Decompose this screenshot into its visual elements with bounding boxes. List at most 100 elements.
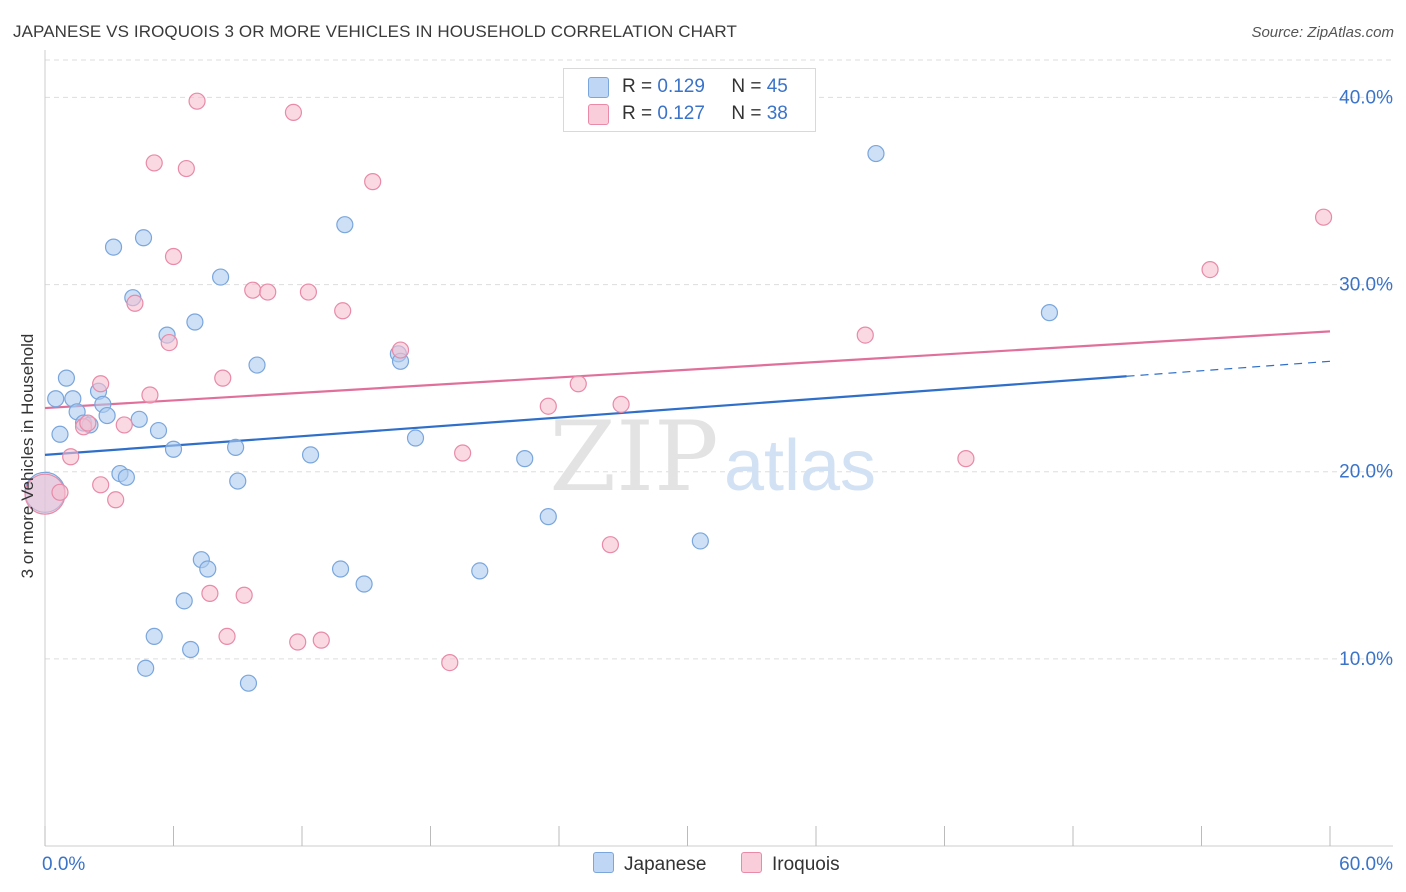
japanese-point bbox=[539, 508, 557, 526]
chart-title: JAPANESE VS IROQUOIS 3 OR MORE VEHICLES … bbox=[13, 22, 737, 41]
watermark-zip: ZIP bbox=[549, 401, 718, 513]
iroquois-r-label: R = bbox=[622, 103, 653, 124]
japanese-point bbox=[149, 421, 168, 440]
iroquois-n-value: 38 bbox=[766, 103, 788, 124]
iroquois-point bbox=[92, 476, 110, 494]
iroquois-point bbox=[299, 283, 318, 301]
japanese-n-label: N = bbox=[731, 76, 762, 97]
legend-item-japanese[interactable]: Japanese bbox=[593, 852, 706, 876]
japanese-point bbox=[175, 592, 193, 610]
iroquois-point bbox=[569, 375, 587, 393]
iroquois-legend-swatch bbox=[741, 852, 762, 873]
watermark: ZIP atlas bbox=[549, 401, 876, 513]
iroquois-n-label: N = bbox=[731, 103, 762, 124]
japanese-point bbox=[199, 560, 217, 578]
japanese-point bbox=[867, 144, 885, 163]
japanese-point bbox=[516, 450, 534, 468]
y-tick-label: 40.0% bbox=[1339, 87, 1393, 108]
japanese-swatch bbox=[588, 77, 609, 98]
iroquois-r-value: 0.127 bbox=[657, 103, 705, 124]
gridlines bbox=[45, 59, 1394, 660]
japanese-point bbox=[130, 410, 148, 428]
iroquois-point bbox=[164, 247, 183, 266]
watermark-atlas: atlas bbox=[724, 426, 876, 506]
iroquois-point bbox=[312, 631, 330, 649]
iroquois-point bbox=[441, 653, 459, 672]
iroquois-swatch bbox=[588, 104, 609, 125]
japanese-legend-label: Japanese bbox=[624, 854, 707, 875]
iroquois-point bbox=[244, 281, 262, 299]
iroquois-point bbox=[188, 92, 206, 110]
trend-lines bbox=[44, 330, 1331, 456]
axes bbox=[44, 50, 1393, 847]
japanese-point bbox=[229, 472, 247, 490]
japanese-point bbox=[51, 425, 69, 443]
iroquois-point bbox=[957, 450, 975, 468]
iroquois-point bbox=[177, 159, 195, 178]
iroquois-point bbox=[334, 302, 352, 320]
iroquois-point bbox=[259, 283, 277, 301]
japanese-point bbox=[182, 640, 200, 659]
japanese-point bbox=[57, 369, 76, 387]
iroquois-point bbox=[539, 397, 557, 415]
iroquois-point bbox=[201, 584, 219, 602]
japanese-point bbox=[212, 268, 230, 286]
iroquois-point bbox=[79, 414, 97, 432]
japanese-point bbox=[355, 575, 373, 593]
japanese-point bbox=[186, 313, 204, 331]
legend-item-iroquois[interactable]: Iroquois bbox=[741, 852, 840, 876]
japanese-point bbox=[406, 429, 425, 447]
iroquois-point bbox=[284, 103, 303, 122]
iroquois-point bbox=[364, 173, 382, 191]
japanese-point bbox=[227, 438, 245, 456]
iroquois-point bbox=[856, 326, 874, 344]
iroquois-point bbox=[107, 491, 125, 509]
iroquois-legend-label: Iroquois bbox=[772, 854, 840, 875]
japanese-point bbox=[145, 627, 163, 646]
japanese-point bbox=[134, 229, 153, 247]
y-tick-label: 30.0% bbox=[1339, 275, 1393, 296]
y-tick-label: 20.0% bbox=[1339, 462, 1393, 483]
iroquois-point bbox=[1314, 208, 1333, 226]
iroquois-point bbox=[612, 395, 630, 413]
correlation-legend: R = 0.129 N = 45 R = 0.127 N = 38 bbox=[563, 68, 816, 132]
iroquois-trend-line bbox=[44, 330, 1331, 410]
japanese-trend-extension bbox=[1126, 360, 1331, 377]
japanese-point bbox=[47, 390, 65, 408]
japanese-point bbox=[98, 406, 116, 425]
iroquois-point bbox=[214, 369, 232, 387]
japanese-trend-line bbox=[44, 375, 1127, 456]
japanese-point bbox=[471, 562, 489, 580]
iroquois-point bbox=[115, 416, 133, 434]
iroquois-point bbox=[1201, 261, 1219, 279]
iroquois-point bbox=[289, 633, 307, 651]
source-label: Source: ZipAtlas.com bbox=[1251, 24, 1394, 41]
japanese-r-value: 0.129 bbox=[657, 76, 705, 97]
iroquois-point bbox=[51, 483, 69, 501]
iroquois-point bbox=[601, 536, 620, 554]
iroquois-point bbox=[391, 341, 410, 359]
japanese-point bbox=[336, 216, 354, 234]
japanese-point bbox=[239, 674, 258, 692]
x-tick-label: 60.0% bbox=[1339, 854, 1393, 875]
japanese-n-value: 45 bbox=[766, 76, 788, 97]
japanese-point bbox=[117, 468, 135, 486]
japanese-point bbox=[1040, 304, 1059, 322]
iroquois-point bbox=[126, 294, 144, 312]
iroquois-point bbox=[62, 448, 80, 466]
data-points bbox=[24, 92, 1333, 692]
iroquois-point bbox=[141, 386, 159, 404]
japanese-r-label: R = bbox=[622, 76, 653, 97]
y-axis-label: 3 or more Vehicles in Household bbox=[18, 333, 37, 579]
japanese-point bbox=[331, 560, 350, 578]
japanese-point bbox=[301, 446, 320, 464]
iroquois-point bbox=[235, 586, 253, 604]
japanese-point bbox=[164, 440, 183, 458]
japanese-point bbox=[137, 659, 155, 677]
japanese-legend-swatch bbox=[593, 852, 614, 873]
tick-labels: 10.0% 20.0% 30.0% 40.0% 0.0% 60.0% bbox=[42, 87, 1393, 875]
japanese-point bbox=[248, 356, 266, 374]
iroquois-point bbox=[218, 627, 236, 646]
iroquois-point bbox=[92, 375, 110, 393]
